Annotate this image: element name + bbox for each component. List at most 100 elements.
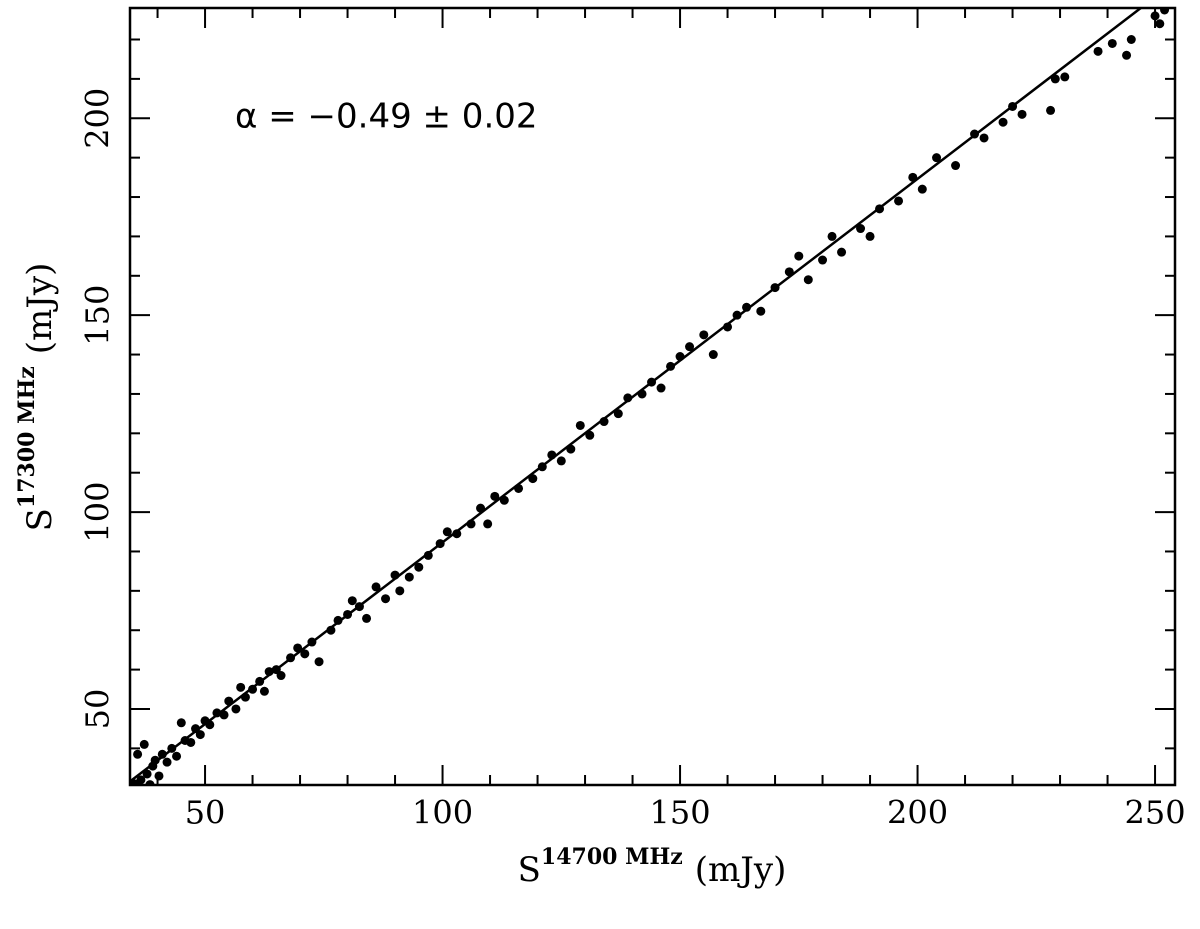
data-point: [1017, 109, 1027, 119]
data-point: [732, 310, 742, 320]
plot-frame: [128, 6, 1177, 787]
data-point: [547, 450, 557, 460]
data-point: [133, 749, 143, 759]
data-point: [742, 302, 752, 312]
data-point: [395, 586, 405, 596]
data-point: [675, 352, 685, 362]
data-point: [599, 417, 609, 427]
data-point: [452, 529, 462, 539]
data-point: [150, 755, 160, 765]
data-point: [276, 671, 286, 681]
data-point: [818, 255, 828, 265]
y-title-base: S: [20, 508, 60, 531]
y-axis-title: S17300 MHz (mJy): [14, 263, 60, 532]
data-point: [414, 562, 424, 572]
data-point: [979, 133, 989, 143]
data-point: [1107, 38, 1117, 48]
data-point: [1155, 19, 1165, 29]
data-point: [803, 275, 813, 285]
data-point: [371, 582, 381, 592]
data-point: [186, 737, 196, 747]
data-point: [656, 383, 666, 393]
data-point: [167, 743, 177, 753]
data-point: [176, 718, 186, 728]
data-point: [381, 594, 391, 604]
data-point: [837, 247, 847, 257]
data-point: [212, 708, 222, 718]
data-point: [293, 643, 303, 653]
x-tick-label: 200: [887, 794, 948, 832]
data-point: [307, 637, 317, 647]
data-point: [1093, 46, 1103, 56]
data-point: [699, 330, 709, 340]
x-title-sup: 14700 MHz: [541, 844, 683, 870]
data-point: [476, 503, 486, 513]
data-point: [794, 251, 804, 261]
data-point: [1122, 50, 1132, 60]
data-point: [240, 692, 250, 702]
data-point: [756, 306, 766, 316]
data-point: [404, 572, 414, 582]
data-point: [231, 704, 241, 714]
data-point: [556, 456, 566, 466]
data-point: [1050, 74, 1060, 84]
data-point: [1046, 105, 1056, 115]
data-point: [362, 613, 372, 623]
data-point: [347, 596, 357, 606]
data-point: [154, 771, 164, 781]
data-point: [770, 283, 780, 293]
x-tick-label: 100: [412, 794, 473, 832]
data-point: [613, 409, 623, 419]
data-point: [894, 196, 904, 206]
data-point: [162, 757, 172, 767]
data-point: [326, 625, 336, 635]
data-point: [537, 462, 547, 472]
data-point: [1160, 8, 1170, 15]
data-point: [666, 361, 676, 371]
data-point: [333, 615, 343, 625]
x-axis-title: S14700 MHz (mJy): [518, 844, 787, 890]
data-point: [865, 231, 875, 241]
data-point: [157, 749, 167, 759]
data-point: [264, 667, 274, 677]
x-title-base: S: [518, 850, 541, 890]
data-point: [499, 495, 509, 505]
y-tick-label: 200: [79, 88, 117, 149]
data-point: [1126, 35, 1136, 45]
data-point: [490, 491, 500, 501]
data-point: [998, 117, 1008, 127]
data-point: [354, 602, 364, 612]
data-point: [236, 682, 246, 692]
data-point: [566, 444, 576, 454]
data-point: [951, 161, 961, 171]
data-point: [685, 342, 695, 352]
y-tick-label: 50: [79, 689, 117, 730]
data-point: [195, 730, 205, 740]
data-point: [623, 393, 633, 403]
data-point: [314, 657, 324, 667]
data-point: [908, 172, 918, 182]
data-point: [932, 153, 942, 163]
data-point: [435, 539, 445, 549]
data-point: [300, 649, 310, 659]
data-point: [585, 430, 595, 440]
x-title-unit: (mJy): [695, 850, 787, 890]
data-point: [423, 550, 433, 560]
data-point: [970, 129, 980, 139]
y-tick-label: 150: [79, 285, 117, 346]
data-point: [286, 653, 296, 663]
x-tick-label: 150: [650, 794, 711, 832]
y-tick-label: 100: [79, 482, 117, 543]
data-point: [139, 739, 149, 749]
data-point: [647, 377, 657, 387]
data-point: [1008, 101, 1018, 111]
data-point: [575, 420, 585, 430]
data-point: [917, 184, 927, 194]
data-point: [1150, 11, 1160, 21]
data-point: [205, 720, 215, 730]
x-tick-label: 50: [185, 794, 226, 832]
data-point: [723, 322, 733, 332]
x-tick-label: 250: [1125, 794, 1186, 832]
data-point: [390, 570, 400, 580]
